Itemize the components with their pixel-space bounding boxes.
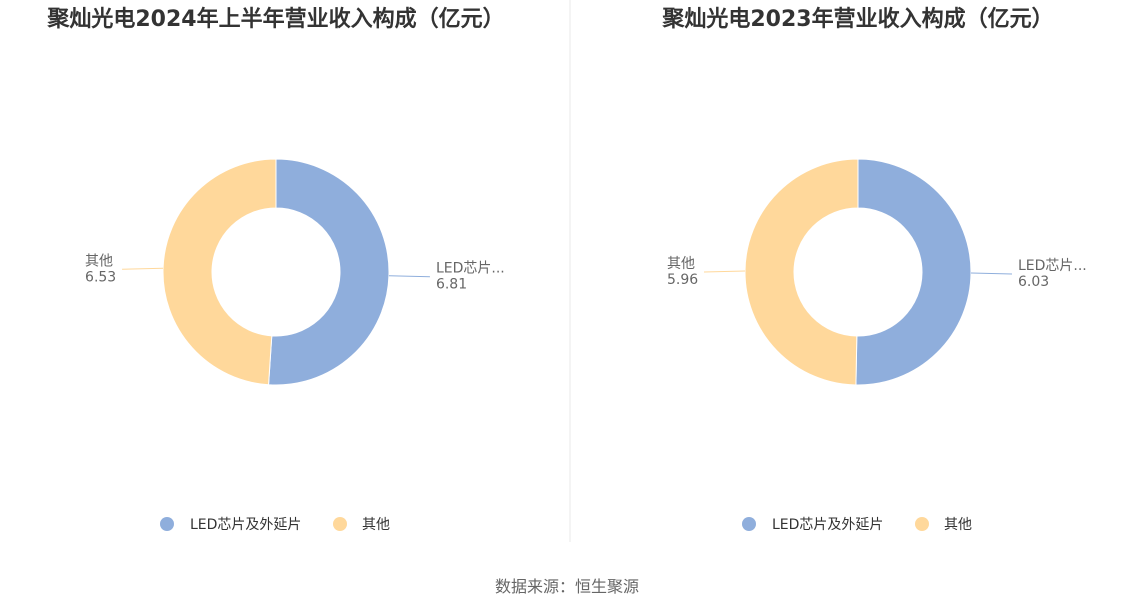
legend-item[interactable]: LED芯片及外延片: [160, 517, 301, 533]
slice-label-name: LED芯片...: [1018, 258, 1087, 274]
donut-chart-2024-h1: 聚灿光电2024年上半年营业收入构成（亿元） LED芯片...6.81其他6.5…: [46, 6, 504, 533]
slice-led-chips-and-epiwafers[interactable]: [855, 158, 972, 386]
legend: LED芯片及外延片 其他: [160, 517, 390, 533]
slice-label-value: 6.81: [436, 277, 467, 293]
legend: LED芯片及外延片 其他: [742, 517, 972, 533]
slice-label-value: 5.96: [667, 272, 698, 288]
chart-title: 聚灿光电2023年营业收入构成（亿元）: [661, 6, 1053, 32]
legend-label: LED芯片及外延片: [190, 517, 301, 533]
donut-slices: [162, 158, 390, 386]
data-source: 数据来源：恒生聚源: [495, 577, 639, 596]
slice-labels: LED芯片...6.03 其他5.96: [667, 256, 1087, 290]
slice-led-chips-and-epiwafers[interactable]: [268, 158, 390, 386]
legend-item[interactable]: LED芯片及外延片: [742, 517, 883, 533]
slice-labels: LED芯片...6.81 其他6.53: [85, 253, 505, 292]
slice-label-value: 6.53: [85, 269, 116, 285]
legend-marker: [915, 517, 929, 531]
slice-label-name: 其他: [85, 253, 113, 269]
leader-line: [703, 270, 746, 273]
chart-title: 聚灿光电2024年上半年营业收入构成（亿元）: [46, 6, 504, 32]
legend-label: LED芯片及外延片: [772, 517, 883, 533]
slice-label-value: 6.03: [1018, 274, 1049, 290]
donut-slices: [744, 158, 972, 386]
slice-label-name: 其他: [667, 256, 695, 272]
legend-marker: [742, 517, 756, 531]
slice-other[interactable]: [162, 158, 277, 386]
slice-other[interactable]: [744, 158, 859, 386]
legend-label: 其他: [362, 517, 390, 533]
leader-line: [388, 275, 430, 278]
legend-marker: [333, 517, 347, 531]
legend-item[interactable]: 其他: [333, 517, 390, 533]
slice-label-name: LED芯片...: [436, 261, 505, 277]
legend-label: 其他: [944, 517, 972, 533]
leader-line: [122, 267, 164, 270]
legend-marker: [160, 517, 174, 531]
leader-line: [970, 272, 1013, 275]
legend-item[interactable]: 其他: [915, 517, 972, 533]
